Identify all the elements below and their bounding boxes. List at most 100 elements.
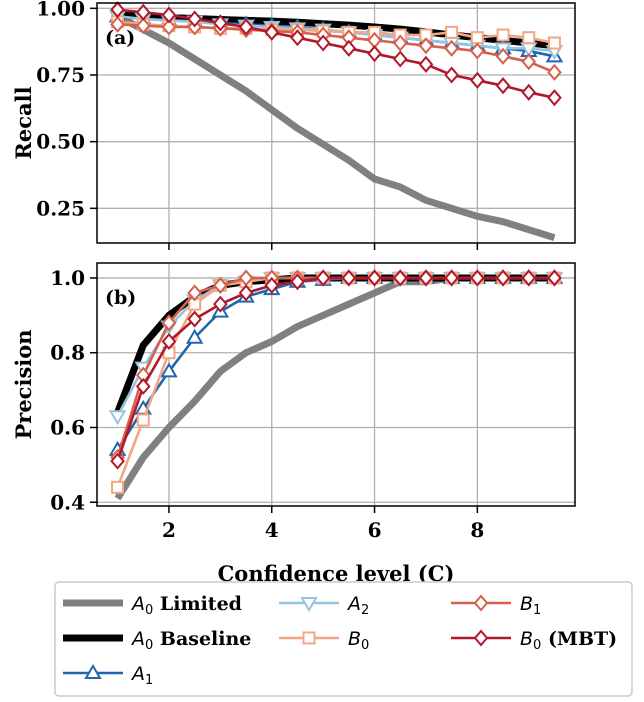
series-b1-point [213,276,228,294]
series-a2-line [116,276,555,417]
legend-label: B0 (MBT) [520,628,617,653]
legend-entry-a0-limited: A0 Limited [63,593,242,618]
legend-entry-b0-mbt: B0 (MBT) [451,628,617,653]
legend-entry-b0: B0 [279,628,369,653]
series-b0-mbt-point [444,66,459,84]
series-b0-mbt-point [418,55,434,73]
y-axis-label: Recall [11,86,36,159]
series-b0-mbt-point [521,269,537,287]
series-b0-mbt-point [238,284,254,302]
legend-label: B1 [520,593,541,618]
series-a1-point [160,362,178,378]
series-b1-point [161,314,177,332]
series-b0-mbt-point [470,71,485,89]
y-tick-label: 1.00 [36,0,85,20]
series-b0-mbt-point [315,34,331,52]
legend-swatch-marker [473,629,489,647]
series-b1-point [495,47,511,65]
series-b1-point [135,17,151,35]
y-tick-label: 0.75 [36,63,85,87]
legend-swatch-marker [473,594,489,612]
y-axis-label: Precision [11,329,36,439]
panel-1-frame [96,262,576,507]
series-a2-point [108,410,127,426]
series-b1-point [187,284,202,302]
series-a1-point [185,328,204,344]
panel-label: (a) [105,27,135,49]
series-b0-mbt-point [341,39,357,57]
x-tick-label: 6 [368,518,382,542]
series-b1-point [470,42,485,60]
panel-0-frame [96,2,576,244]
series-a0-baseline-line [114,274,555,414]
series-b1-line [116,276,555,458]
series-b0-mbt-point [290,29,305,47]
series-b0-mbt-point [161,332,177,351]
series-b0-point [111,480,125,494]
series-b0-point [445,25,459,39]
series-b0-mbt-point [264,23,280,41]
series-b0-mbt-point [470,269,485,287]
series-b0-point [547,36,561,50]
series-b0-mbt-point [418,269,434,287]
legend-label: A0 Baseline [130,628,251,653]
x-tick-label: 2 [162,518,176,542]
series-b0-mbt-point [392,269,408,287]
series-b0-mbt-point [367,269,382,287]
panel-0-series [108,1,564,242]
series-b1-point [110,15,125,33]
series-a0-limited-line [115,13,556,242]
series-b0-mbt-point [135,377,151,395]
legend-label: A1 [130,663,153,688]
legend-entry-a0-baseline: A0 Baseline [63,628,251,653]
series-a2-markers [108,271,564,426]
y-tick-label: 0.50 [36,130,85,154]
series-b1-point [161,18,177,36]
series-b0-mbt-point [110,452,125,470]
legend-label: A0 Limited [130,593,242,618]
y-tick-label: 1.0 [50,266,85,290]
y-tick-label: 0.6 [50,415,85,439]
legend-swatch-marker [300,597,318,612]
x-tick-label: 4 [265,518,279,542]
legend-entry-b1: B1 [451,593,541,618]
panel-1-series [108,268,564,501]
series-b0-mbt-point [110,1,125,19]
y-tick-label: 0.4 [50,490,85,514]
series-b0-mbt-point [187,10,202,28]
series-b1-point [521,53,537,71]
series-b1-point [418,37,434,55]
series-b0-mbt-point [495,269,511,287]
series-b0-mbt-point [392,50,408,68]
legend: A0 Limited A2 B1 A0 Baseline B0 B0 (MBT) A1 [54,581,633,697]
series-b0-point [470,31,484,45]
series-b0-point [522,31,536,45]
legend-swatch-marker [302,631,316,645]
series-b1-point [444,39,459,57]
series-b0-mbt-point [547,89,562,107]
legend-frame [54,581,633,697]
y-tick-label: 0.8 [50,341,85,365]
series-b0-mbt-point [521,83,537,101]
series-b0-mbt-point [290,273,305,291]
series-b0-mbt-markers [110,269,562,470]
series-b0-mbt-point [264,276,280,294]
series-b0-mbt-point [238,18,254,36]
series-b0-mbt-point [444,269,459,287]
series-b0-point [496,28,510,42]
series-b0-mbt-point [367,45,382,63]
recall-panel: 0.25 0.50 0.75 1.00 (a) Recall [11,0,576,250]
series-b0-mbt-point [161,6,177,24]
panel-1-grid [97,263,575,506]
series-b1-point [392,34,408,52]
series-b1-markers [110,269,562,466]
legend-label: A2 [346,593,369,618]
series-b0-mbt-point [341,269,357,287]
legend-swatch-marker [84,664,102,679]
series-b0-mbt-point [495,77,511,95]
series-b0-mbt-point [547,269,562,287]
series-b0-mbt-point [187,310,202,328]
series-b0-mbt-point [213,295,228,313]
panel-label: (b) [105,287,136,309]
